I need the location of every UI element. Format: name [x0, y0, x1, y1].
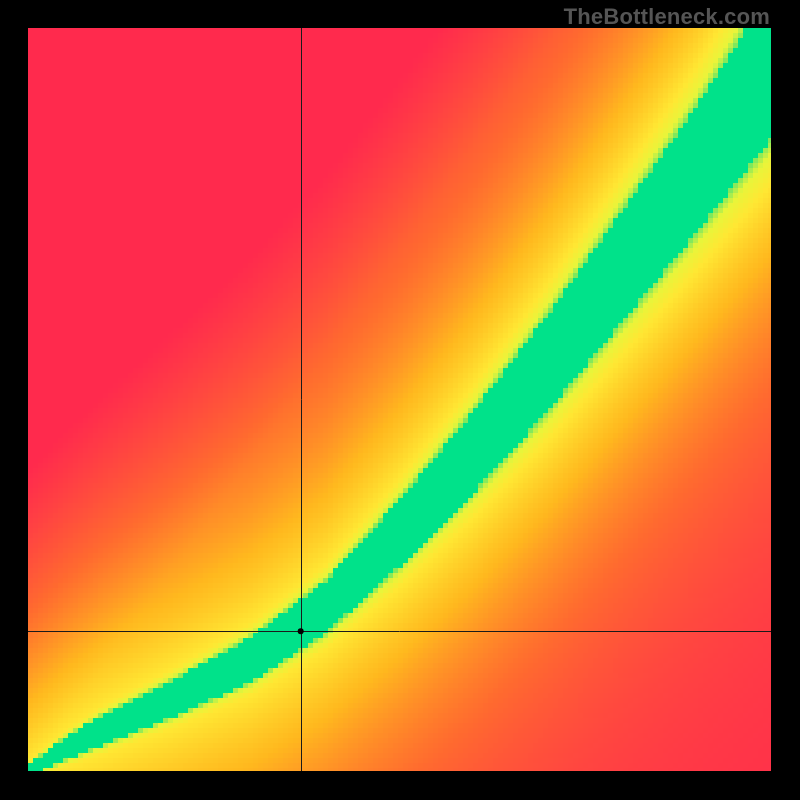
watermark-text: TheBottleneck.com: [564, 4, 770, 30]
heatmap-canvas: [0, 0, 800, 800]
chart-container: TheBottleneck.com: [0, 0, 800, 800]
